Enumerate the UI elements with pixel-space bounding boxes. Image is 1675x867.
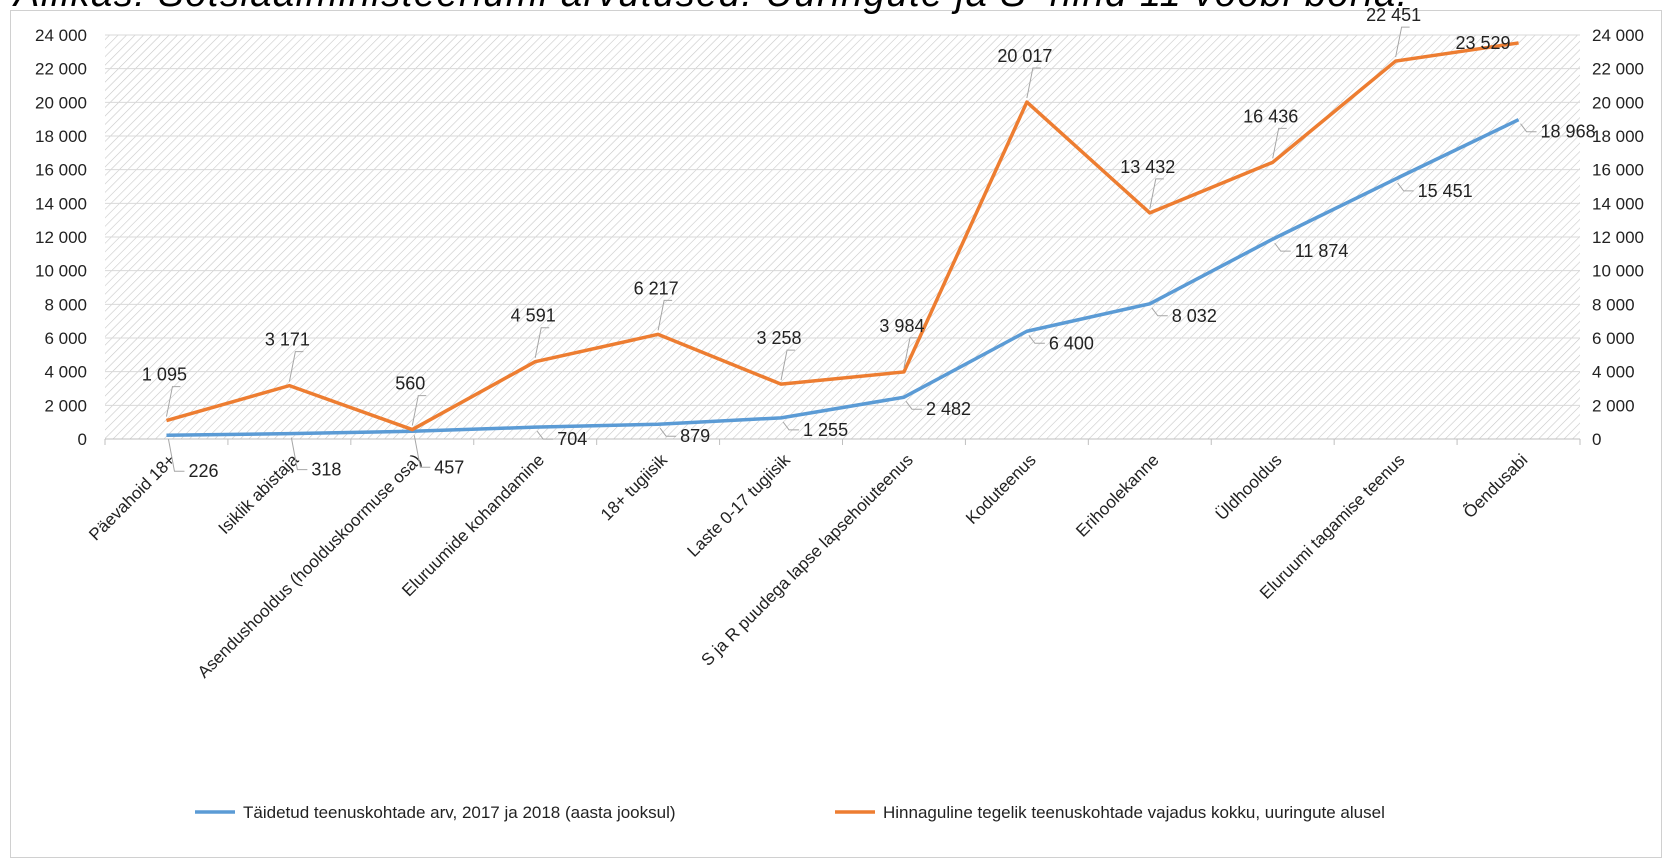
data-label-estimated-need: 22 451 <box>1366 5 1421 25</box>
data-label-leader <box>1274 242 1291 252</box>
data-label-leader <box>782 421 800 431</box>
y-tick-label-right: 14 000 <box>1592 194 1644 213</box>
data-label-leader <box>413 435 431 468</box>
data-label-estimated-need: 3 258 <box>757 328 802 348</box>
y-tick-label-right: 8 000 <box>1592 295 1635 314</box>
data-label-leader <box>1028 334 1045 344</box>
data-label-filled-places: 11 874 <box>1295 241 1349 261</box>
y-tick-label-right: 20 000 <box>1592 93 1644 112</box>
data-label-filled-places: 704 <box>557 429 587 449</box>
data-label-filled-places: 318 <box>311 460 341 480</box>
y-tick-label-left: 24 000 <box>35 26 87 45</box>
data-label-filled-places: 457 <box>434 457 464 477</box>
y-tick-label-left: 6 000 <box>44 329 87 348</box>
data-label-leader <box>657 299 673 331</box>
data-label-filled-places: 18 968 <box>1541 122 1596 142</box>
data-label-leader <box>659 427 677 437</box>
y-tick-label-left: 8 000 <box>44 295 87 314</box>
data-label-leader <box>780 349 796 381</box>
x-category-label: Eluruumi tagamise teenus <box>1256 450 1408 602</box>
y-tick-label-left: 22 000 <box>35 60 87 79</box>
data-label-leader <box>288 351 304 382</box>
x-category-label: Koduteenus <box>962 450 1040 528</box>
y-tick-label-right: 12 000 <box>1592 228 1644 247</box>
data-label-estimated-need: 23 529 <box>1455 33 1510 53</box>
y-tick-label-right: 2 000 <box>1592 396 1635 415</box>
data-label-estimated-need: 3 171 <box>265 330 310 350</box>
y-tick-label-right: 10 000 <box>1592 262 1644 281</box>
y-tick-label-left: 4 000 <box>44 363 87 382</box>
x-category-label: Üldhooldus <box>1212 450 1286 524</box>
data-label-estimated-need: 6 217 <box>634 278 679 298</box>
data-label-leader <box>905 400 922 410</box>
x-category-label: 18+ tugiisik <box>597 450 671 524</box>
data-label-leader <box>534 327 550 358</box>
x-category-label: Erihoolekanne <box>1072 450 1162 540</box>
y-tick-label-right: 16 000 <box>1592 161 1644 180</box>
data-label-filled-places: 879 <box>680 426 710 446</box>
y-tick-label-left: 18 000 <box>35 127 87 146</box>
data-label-estimated-need: 4 591 <box>511 306 556 326</box>
data-label-filled-places: 1 255 <box>803 420 848 440</box>
chart-caption: Allikas: Sotsiaalministeeriumi arvutused… <box>14 0 1409 16</box>
y-tick-label-left: 10 000 <box>35 262 87 281</box>
data-label-filled-places: 226 <box>188 461 218 481</box>
data-label-estimated-need: 560 <box>395 374 425 394</box>
data-label-leader <box>903 337 918 369</box>
y-tick-label-right: 18 000 <box>1592 127 1644 146</box>
x-category-label: Asendushooldus (hoolduskoormuse osa) <box>194 450 425 681</box>
data-label-filled-places: 8 032 <box>1172 306 1217 326</box>
y-tick-label-right: 24 000 <box>1592 26 1644 45</box>
data-label-leader <box>1520 123 1537 133</box>
data-label-leader <box>1149 178 1164 209</box>
x-category-label: Isiklik abistaja <box>215 450 303 538</box>
data-label-leader <box>1151 307 1168 317</box>
data-label-leader <box>1272 127 1287 159</box>
data-label-filled-places: 2 482 <box>926 399 971 419</box>
data-label-leader <box>1026 67 1041 99</box>
data-label-leader <box>167 439 185 472</box>
data-label-leader <box>1395 26 1410 58</box>
data-label-estimated-need: 13 432 <box>1120 157 1175 177</box>
legend-label: Hinnaguline tegelik teenuskohtade vajadu… <box>883 803 1385 822</box>
x-category-label: Päevahoid 18+ <box>85 450 179 544</box>
x-category-label: S ja R puudega lapse lapsehoiuteenus <box>698 450 917 669</box>
data-label-estimated-need: 16 436 <box>1243 106 1298 126</box>
x-category-label: Eluruumide kohandamine <box>398 450 548 600</box>
series-line-filled-places <box>166 118 1520 437</box>
y-tick-label-right: 0 <box>1592 430 1601 449</box>
y-tick-label-left: 14 000 <box>35 194 87 213</box>
data-label-estimated-need: 3 984 <box>879 316 924 336</box>
y-tick-label-left: 12 000 <box>35 228 87 247</box>
y-tick-label-left: 2 000 <box>44 396 87 415</box>
data-label-leader <box>411 395 427 426</box>
series-line-estimated-need <box>165 41 1519 432</box>
y-tick-label-right: 4 000 <box>1592 363 1635 382</box>
data-label-filled-places: 15 451 <box>1418 181 1473 201</box>
y-tick-label-left: 16 000 <box>35 161 87 180</box>
data-label-leader <box>536 430 554 440</box>
data-label-leader <box>290 437 308 471</box>
data-label-filled-places: 6 400 <box>1049 333 1094 353</box>
y-tick-label-right: 6 000 <box>1592 329 1635 348</box>
data-label-leader <box>165 386 181 417</box>
data-label-leader <box>1397 182 1414 192</box>
y-tick-label-left: 0 <box>78 430 87 449</box>
y-tick-label-right: 22 000 <box>1592 60 1644 79</box>
y-tick-label-left: 20 000 <box>35 93 87 112</box>
data-label-estimated-need: 20 017 <box>997 46 1052 66</box>
legend-label: Täidetud teenuskohtade arv, 2017 ja 2018… <box>243 803 676 822</box>
x-category-label: Laste 0-17 tugiisik <box>684 450 795 561</box>
data-label-estimated-need: 1 095 <box>142 365 187 385</box>
x-category-label: Õendusabi <box>1460 450 1532 522</box>
